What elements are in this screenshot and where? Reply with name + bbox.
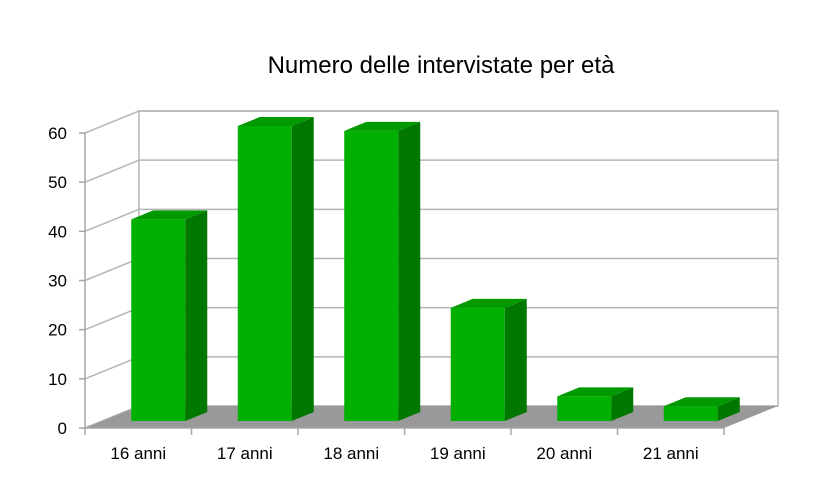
bar <box>450 298 527 421</box>
x-tick-label: 21 anni <box>643 444 699 463</box>
bar-side <box>611 387 634 421</box>
y-tick-label: 0 <box>58 419 67 438</box>
bar-top <box>131 210 208 220</box>
bar-top <box>450 298 527 308</box>
x-tick-label: 20 anni <box>536 444 592 463</box>
chart-title: Numero delle intervistate per età <box>268 52 615 79</box>
bar-side <box>504 298 527 421</box>
y-tick-label: 20 <box>48 321 67 340</box>
y-axis-tick-labels: 0 10 20 30 40 50 60 <box>48 124 67 438</box>
bars <box>131 117 740 422</box>
y-tick-label: 50 <box>48 173 67 192</box>
x-tick-label: 16 anni <box>110 444 166 463</box>
gridline-side <box>84 208 140 233</box>
gridline-side <box>84 356 140 380</box>
bar <box>237 117 314 421</box>
bar-front <box>131 219 186 421</box>
bar <box>344 121 421 422</box>
gridline-side <box>84 306 140 331</box>
bar-front <box>450 307 505 421</box>
bar-top <box>237 117 314 126</box>
bar-top <box>557 387 634 397</box>
bar-front <box>237 126 292 421</box>
bar-side <box>717 397 740 421</box>
bar-front <box>663 406 718 421</box>
y-tick-label: 40 <box>48 222 67 241</box>
y-tick-label: 10 <box>48 370 67 389</box>
gridline-side <box>84 110 140 134</box>
bar-top <box>663 397 740 407</box>
gridline-side <box>84 159 140 183</box>
bar <box>663 397 740 421</box>
bar-side <box>185 210 208 421</box>
bar-side <box>398 121 421 422</box>
x-axis-tick-labels: 16 anni 17 anni 18 anni 19 anni 20 anni 21 an… <box>110 444 698 463</box>
axes <box>79 132 725 435</box>
bar-front <box>344 130 399 421</box>
bar-side <box>291 117 314 421</box>
x-tick-label: 19 anni <box>430 444 486 463</box>
bar-top <box>344 121 421 131</box>
bar <box>131 210 208 421</box>
x-tick-label: 18 anni <box>323 444 379 463</box>
bar <box>557 387 634 421</box>
y-tick-label: 30 <box>48 272 67 291</box>
x-tick-label: 17 anni <box>217 444 273 463</box>
gridline-side <box>84 257 140 282</box>
bar-front <box>557 396 612 421</box>
y-tick-label: 60 <box>48 124 67 143</box>
